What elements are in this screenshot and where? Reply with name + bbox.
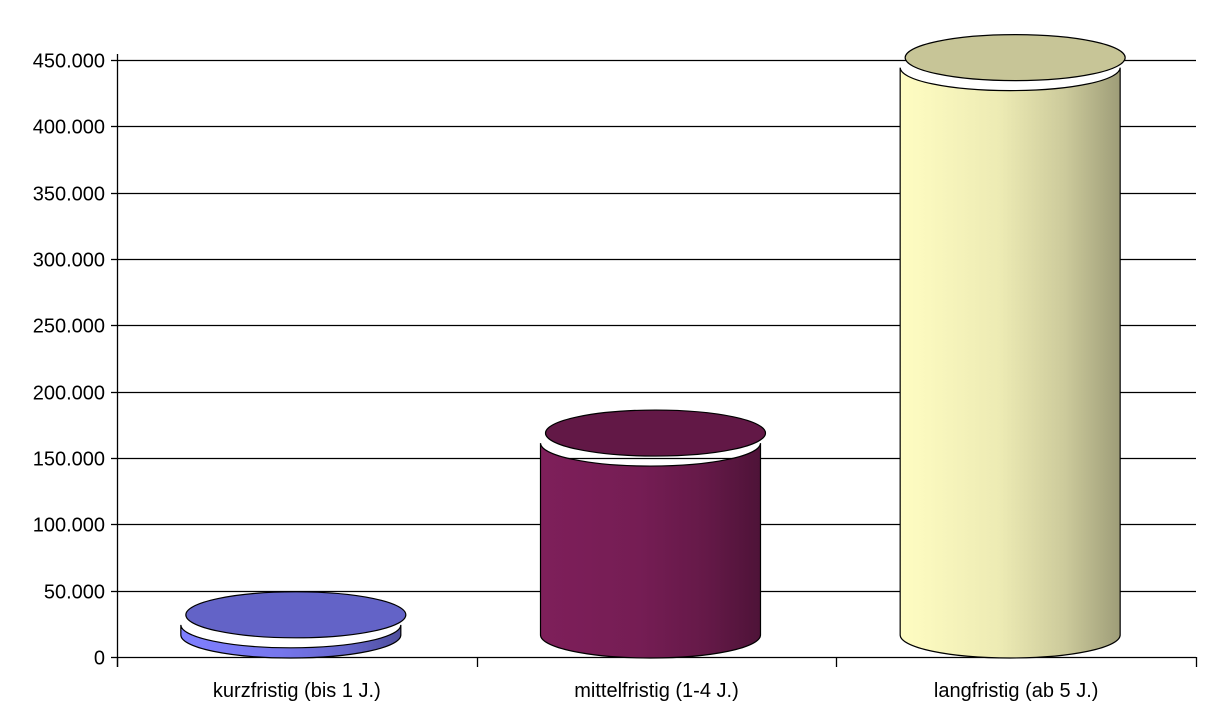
bar-side [180, 624, 402, 659]
bars [180, 34, 1126, 659]
y-tick-label: 150.000 [33, 449, 105, 471]
bar-side [539, 443, 762, 659]
x-tick-label: mittelfristig (1-4 J.) [574, 680, 738, 702]
x-tick-label: langfristig (ab 5 J.) [934, 680, 1099, 702]
y-tick-labels: 0 50.000 100.000 150.000 200.000 250.000 300.0… [33, 51, 105, 670]
bar-cylinder [539, 409, 767, 659]
bar-cylinder [180, 591, 407, 659]
bar-side [899, 67, 1121, 659]
x-tick-labels: kurzfristig (bis 1 J.) mittelfristig (1-4… [213, 680, 1098, 702]
bar-top-cap [185, 591, 407, 639]
gridlines [117, 59, 1196, 593]
y-tick-label: 450.000 [33, 51, 105, 73]
y-tick-label: 300.000 [33, 250, 105, 272]
y-tick-label: 350.000 [33, 184, 105, 206]
y-tick-label: 400.000 [33, 117, 105, 139]
y-tick-label: 200.000 [33, 383, 105, 405]
bar-top-cap [904, 34, 1126, 82]
y-tick-label: 250.000 [33, 316, 105, 338]
bar-top-cap [544, 409, 767, 457]
x-tick-label: kurzfristig (bis 1 J.) [213, 680, 381, 702]
bar-cylinder [899, 34, 1126, 659]
y-tick-label: 0 [94, 648, 105, 670]
y-tick-label: 100.000 [33, 515, 105, 537]
y-tick-label: 50.000 [44, 582, 105, 604]
